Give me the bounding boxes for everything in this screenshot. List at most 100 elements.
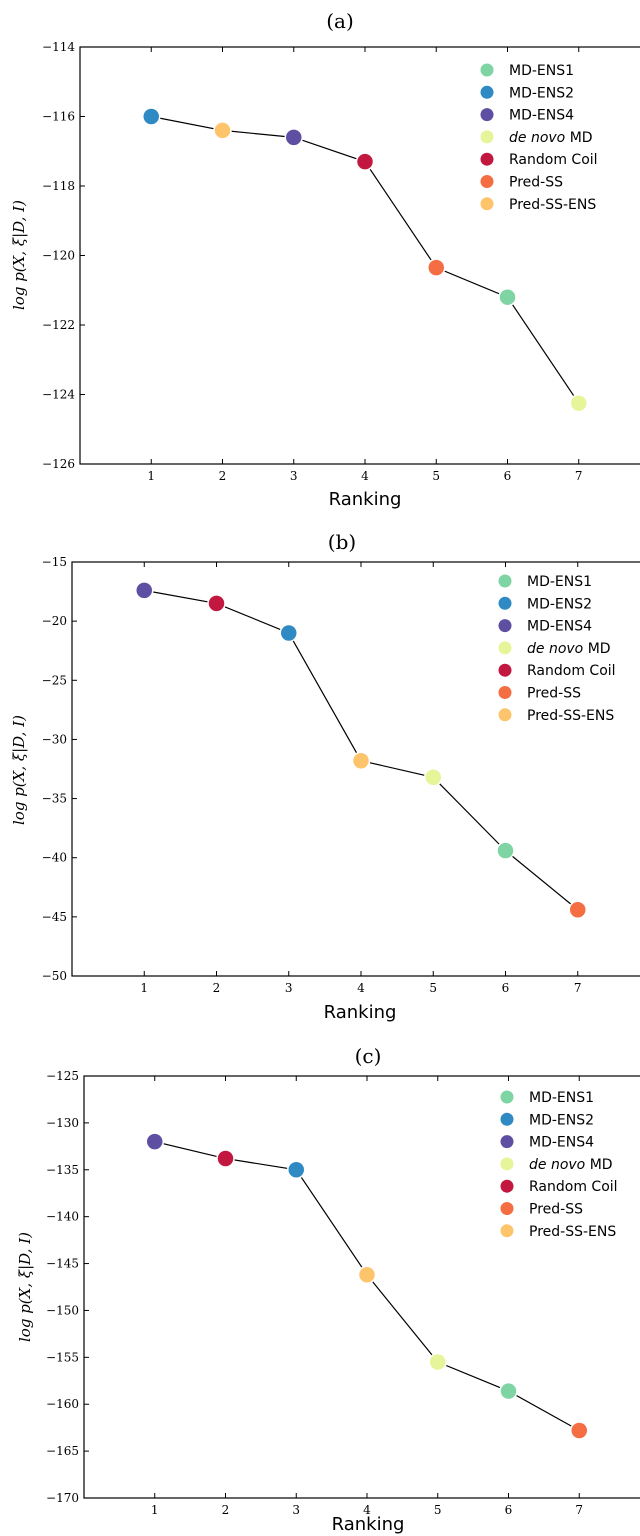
x-tick-label: 1 [151,1503,159,1517]
x-tick-label: 4 [357,981,365,995]
legend-label: MD-ENS2 [527,596,592,612]
legend-label: Pred-SS [527,686,581,702]
legend-label: MD-ENS1 [509,63,574,79]
legend-marker [498,574,512,588]
legend-marker [480,175,494,188]
x-axis-label: Ranking [332,1514,405,1535]
legend-label: MD-ENS1 [527,574,592,590]
legend-label: MD-ENS2 [509,85,574,101]
data-point-random-coil [216,1149,235,1168]
data-point-md-ens2 [279,623,298,643]
legend-label-rest: MD [565,130,592,146]
chart-panel-b: (b) 1 2 3 4 5 6 7 −50 −45 −40 −35 −30 −25 −20 −15 Rank… [10,530,640,1023]
chart-title: (a) [326,9,354,33]
x-tick-label: 1 [140,981,148,995]
y-tick-label: −124 [42,388,75,402]
chart-title: (c) [355,1044,382,1068]
legend-label: de novo MD [529,1157,613,1173]
legend-marker [480,197,494,211]
legend-marker [498,663,512,677]
x-tick-label: 2 [219,469,227,483]
data-point-md-ens2 [287,1160,306,1180]
y-tick-label: −114 [42,40,75,54]
x-tick-label: 5 [434,1503,442,1517]
x-tick-label: 7 [574,981,582,995]
legend-marker [500,1179,514,1193]
data-point-de-novo-md [424,768,443,787]
data-point-de-novo-md [569,393,588,413]
data-point-de-novo-md [428,1352,447,1372]
data-point-md-ens4 [135,581,154,600]
y-axis-label: log p(X, ξ|D, I) [10,715,28,825]
axis-ticks: 1 2 3 4 5 6 7 −170 −165 −160 −155 −150 −145 −140 −135 −… [46,1069,583,1517]
x-tick-label: 3 [290,469,298,483]
y-tick-label: −125 [46,1069,79,1083]
legend-marker [480,63,494,77]
legend-marker [498,596,512,610]
y-tick-label: −40 [42,851,67,865]
series-line [142,107,588,413]
x-tick-label: 2 [222,1503,230,1517]
legend-label: MD-ENS4 [527,619,592,635]
legend: MD-ENS1 MD-ENS2 MD-ENS4 de novo MD Random Co… [500,1090,618,1240]
chart-panel-a: (a) 1 2 3 4 5 6 7−126−124−122−120−118−116−114 … [10,9,640,510]
data-point-md-ens4 [284,128,303,147]
legend-marker [500,1112,514,1126]
y-tick-label: −45 [42,910,67,924]
x-tick-label: 1 [147,469,155,483]
series-line [135,581,587,920]
x-tick-label: 7 [575,1503,583,1517]
data-point-pred-ss-ens [213,121,232,140]
data-point-md-ens4 [145,1132,164,1151]
data-point-pred-ss-ens [357,1265,377,1285]
legend-marker [498,641,512,655]
y-tick-label: −170 [46,1491,79,1505]
y-tick-label: −25 [42,673,67,687]
x-tick-label: 6 [502,981,510,995]
legend-label: Random Coil [529,1179,618,1195]
legend-label: Pred-SS [529,1202,583,1218]
x-tick-label: 2 [213,981,221,995]
axis-ticks: 1 2 3 4 5 6 7 −126 −124 −122 −120 −118 −116 −114 [42,40,583,483]
x-axis-label: Ranking [329,489,402,510]
x-tick-label: 6 [504,469,512,483]
legend: MD-ENS1 MD-ENS2 MD-ENS4 de novo MD Random Co… [498,574,616,724]
data-point-md-ens1 [498,287,517,307]
data-point-pred-ss [570,1421,589,1440]
legend-label: MD-ENS2 [529,1112,594,1128]
legend-marker [500,1224,514,1238]
y-tick-label: −20 [42,614,67,628]
y-tick-label: −122 [42,318,75,332]
y-tick-label: −15 [42,555,67,569]
y-tick-label: −50 [42,969,67,983]
x-tick-label: 5 [429,981,437,995]
legend-marker [500,1202,514,1215]
y-tick-label: −150 [46,1303,79,1317]
data-point-random-coil [207,594,226,613]
legend-label: Pred-SS [509,175,563,191]
legend-label: MD-ENS4 [529,1135,594,1151]
series-line [145,1132,589,1440]
legend-label: MD-ENS4 [509,108,574,124]
y-axis-label: log p(X, ξ|D, I) [10,200,28,310]
data-point-md-ens1 [496,841,515,860]
y-tick-label: −145 [46,1257,79,1271]
legend-label-italic: de novo [527,641,583,657]
legend-marker [500,1157,514,1171]
data-point-pred-ss-ens [351,751,371,770]
legend-label: Pred-SS-ENS [529,1224,616,1240]
y-tick-label: −126 [42,457,75,471]
legend-marker [480,130,494,144]
data-point-pred-ss [568,900,587,920]
y-tick-label: −165 [46,1444,79,1458]
data-point-random-coil [355,152,375,171]
y-tick-label: −30 [42,732,67,746]
legend-label-rest: MD [583,641,610,657]
data-point-md-ens1 [499,1381,518,1401]
y-tick-label: −35 [42,792,67,806]
legend-label-italic: de novo [509,130,565,146]
legend-label: de novo MD [527,641,611,657]
x-tick-label: 3 [285,981,293,995]
x-axis-label: Ranking [324,1002,397,1023]
